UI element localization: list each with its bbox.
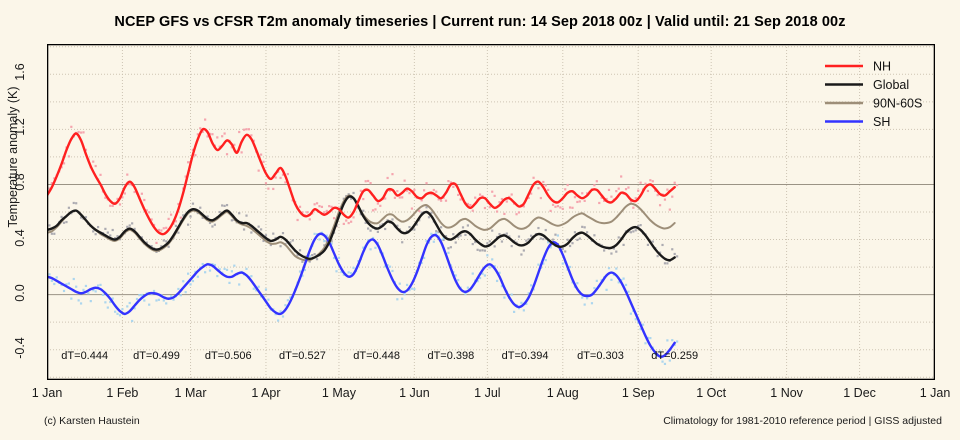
- page-title: NCEP GFS vs CFSR T2m anomaly timeseries …: [114, 14, 846, 30]
- dt-annotation: dT=0.527: [279, 349, 326, 362]
- y-tick-label: 0.0: [13, 283, 27, 302]
- y-tick-label: 1.2: [13, 118, 27, 137]
- dt-annotation: dT=0.394: [501, 349, 549, 362]
- x-tick-label: 1 Mar: [174, 386, 207, 400]
- x-tick-label: 1 Nov: [770, 386, 803, 400]
- series-line-nh: [47, 127, 676, 236]
- legend-label-1: Global: [873, 78, 909, 92]
- x-tick-label: 1 Oct: [696, 386, 727, 400]
- x-tick-label: 1 May: [321, 386, 356, 400]
- x-tick-label: 1 Feb: [106, 386, 139, 400]
- series-line-sh: [47, 232, 676, 358]
- dt-annotation: dT=0.259: [651, 349, 699, 362]
- x-tick-label: 1 Aug: [546, 386, 579, 400]
- y-tick-label: -0.4: [13, 336, 27, 359]
- x-tick-label: 1 Apr: [251, 386, 281, 400]
- legend-label-0: NH: [873, 60, 891, 74]
- dt-annotation: dT=0.398: [427, 349, 475, 362]
- dt-annotation: dT=0.506: [204, 349, 252, 362]
- x-tick-label: 1 Jan: [31, 386, 63, 400]
- series-line-global: [47, 195, 676, 262]
- y-tick-label: 0.4: [13, 228, 27, 247]
- y-tick-label: 0.8: [13, 173, 27, 192]
- footer-note: Climatology for 1981-2010 reference peri…: [663, 415, 942, 427]
- y-tick-label: 1.6: [13, 63, 27, 81]
- footer-credit: (c) Karsten Haustein: [44, 415, 140, 427]
- x-tick-label: 1 Jul: [474, 386, 501, 400]
- x-tick-label: 1 Sep: [621, 386, 655, 400]
- dt-annotation: dT=0.448: [353, 349, 401, 362]
- dt-annotation: dT=0.303: [577, 349, 624, 362]
- plot-area: NH Global 90N-60S SH: [47, 44, 935, 380]
- chart-svg: NH Global 90N-60S SH: [47, 44, 935, 380]
- legend: NH Global 90N-60S SH: [825, 60, 922, 129]
- dt-annotation: dT=0.499: [133, 349, 180, 362]
- dt-annotation: dT=0.444: [61, 349, 109, 362]
- legend-label-2: 90N-60S: [873, 97, 922, 111]
- x-tick-label: 1 Dec: [843, 386, 876, 400]
- x-tick-label: 1 Jun: [399, 386, 430, 400]
- legend-label-3: SH: [873, 115, 890, 129]
- x-tick-label: 1 Jan: [919, 386, 951, 400]
